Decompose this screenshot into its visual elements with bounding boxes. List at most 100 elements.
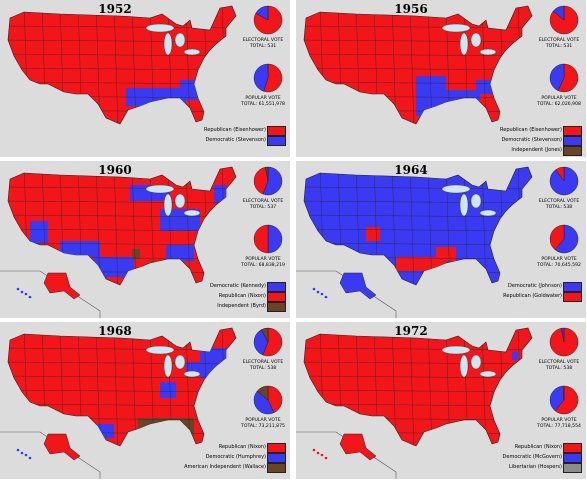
- electoral-vote-label: ELECTORAL VOTE: [538, 38, 580, 43]
- state-group-democratic: [512, 352, 518, 360]
- map-legend: Republican (Eisenhower) Democratic (Steve…: [196, 126, 288, 146]
- legend-item: American Independent (Wallace): [184, 463, 288, 473]
- state-group-democratic: [96, 424, 114, 438]
- hawaii-island: [28, 295, 32, 299]
- popular-vote-pie-slice-democratic: [549, 63, 565, 91]
- legend-label: Democratic (Stevenson): [501, 137, 562, 143]
- map-graphic: [296, 327, 579, 479]
- legend-swatch-republican: [563, 443, 582, 453]
- state-group-democratic: [30, 221, 48, 243]
- electoral-vote-label: ELECTORAL VOTE: [242, 199, 284, 204]
- legend-label: Libertarian (Hospers): [508, 464, 562, 470]
- electoral-vote-pie: [253, 5, 283, 35]
- state-group-independent: [138, 418, 194, 438]
- us-base-territory: [7, 327, 237, 447]
- us-base-territory: [7, 5, 237, 125]
- great-lakes: [441, 23, 497, 56]
- hawaii-island: [24, 292, 28, 296]
- popular-vote-pie-slice-republican: [554, 385, 579, 415]
- electoral-vote-pie-slice-republican: [262, 327, 283, 357]
- popular-vote-pie-slice-democratic: [549, 385, 565, 412]
- us-base-territory: [303, 327, 533, 447]
- legend-label: Republican (Eisenhower): [204, 127, 266, 133]
- state-group-democratic: [476, 80, 498, 94]
- legend-label: Democratic (Johnson): [507, 283, 562, 289]
- hawaii-island: [28, 456, 32, 460]
- legend-label: Republican (Nixon): [218, 444, 266, 450]
- map-graphic: [0, 166, 283, 318]
- legend-swatch-republican: [563, 126, 582, 136]
- hawaii-island: [316, 290, 320, 294]
- us-states-map: [303, 5, 533, 125]
- electoral-vote-pie-slice-republican: [549, 5, 579, 35]
- alaska-hawaii-inset: [0, 270, 101, 318]
- legend-swatch-independent: [267, 463, 286, 473]
- legend-item: Republican (Nixon): [492, 443, 584, 453]
- electoral-vote-total: TOTAL: 538: [249, 366, 277, 371]
- legend-label: American Independent (Wallace): [184, 464, 266, 470]
- electoral-vote-pie: [253, 327, 283, 357]
- popular-vote-total: TOTAL: 77,718,554: [537, 424, 581, 429]
- popular-vote-pie: [549, 63, 579, 93]
- legend-item: Democratic (Stevenson): [196, 136, 288, 146]
- electoral-vote-total: TOTAL: 538: [545, 205, 573, 210]
- legend-item: Independent (Byrd): [196, 302, 288, 312]
- legend-item: Republican (Goldwater): [492, 292, 584, 302]
- popular-vote-pie-slice-other: [562, 385, 565, 401]
- electoral-vote-total: TOTAL: 531: [249, 44, 277, 49]
- electoral-vote-label: ELECTORAL VOTE: [242, 38, 284, 43]
- state-group-democratic: [180, 80, 204, 100]
- popular-vote-label: POPULAR VOTE: [245, 96, 281, 101]
- map-legend: Democratic (Johnson) Republican (Goldwate…: [492, 282, 584, 302]
- legend-label: Republican (Eisenhower): [500, 127, 562, 133]
- electoral-vote-pie-slice-democratic: [552, 5, 565, 21]
- legend-swatch-democratic: [563, 453, 582, 463]
- electoral-vote-label: ELECTORAL VOTE: [538, 199, 580, 204]
- state-group-republican: [396, 257, 446, 271]
- popular-vote-pie: [549, 224, 579, 254]
- alaska-shape: [43, 272, 81, 300]
- legend-swatch-democratic: [563, 282, 582, 292]
- hawaii-island: [20, 290, 24, 294]
- popular-vote-pie-slice-democratic: [253, 63, 269, 92]
- hawaii-island: [16, 287, 20, 291]
- popular-vote-pie: [253, 224, 283, 254]
- legend-item: Democratic (Kennedy): [196, 282, 288, 292]
- popular-vote-label: POPULAR VOTE: [541, 257, 577, 262]
- electoral-vote-label: ELECTORAL VOTE: [242, 360, 284, 365]
- great-lakes: [441, 184, 497, 217]
- electoral-vote-pie-slice-republican: [253, 167, 269, 195]
- map-graphic: [0, 327, 283, 479]
- hawaii-island: [312, 448, 316, 452]
- map-year-title: 1964: [394, 163, 428, 177]
- election-map-1952: 1952 ELECTORAL VOTE TOTAL: 531 POPULAR VOTE…: [0, 0, 290, 157]
- hawaii-island: [20, 451, 24, 455]
- map-graphic: [303, 5, 579, 125]
- state-group-independent: [132, 249, 140, 259]
- legend-label: Republican (Nixon): [514, 444, 562, 450]
- state-group-democratic: [200, 348, 228, 378]
- electoral-vote-total: TOTAL: 531: [545, 44, 573, 49]
- state-group-independent: [150, 261, 162, 277]
- hawaii-island: [324, 295, 328, 299]
- us-states-map: [7, 327, 237, 447]
- popular-vote-label: POPULAR VOTE: [245, 257, 281, 262]
- hawaii-island: [312, 287, 316, 291]
- legend-label: Republican (Nixon): [218, 293, 266, 299]
- legend-item: Democratic (Johnson): [492, 282, 584, 292]
- popular-vote-pie-slice-republican: [557, 63, 579, 93]
- legend-label: Independent (Byrd): [217, 303, 266, 309]
- popular-vote-total: TOTAL: 62,026,908: [537, 102, 581, 107]
- alaska-hawaii-inset: [0, 431, 101, 479]
- state-group-democratic: [148, 100, 178, 120]
- electoral-vote-pie-slice-democratic: [561, 327, 565, 343]
- alaska-shape: [339, 433, 377, 461]
- legend-swatch-republican: [267, 443, 286, 453]
- legend-label: Republican (Goldwater): [503, 293, 562, 299]
- hawaii-island: [24, 453, 28, 457]
- electoral-vote-label: ELECTORAL VOTE: [538, 360, 580, 365]
- legend-item: Democratic (Stevenson): [492, 136, 584, 146]
- legend-item: Libertarian (Hospers): [492, 463, 584, 473]
- great-lakes: [145, 345, 201, 378]
- hawaii-island: [320, 292, 324, 296]
